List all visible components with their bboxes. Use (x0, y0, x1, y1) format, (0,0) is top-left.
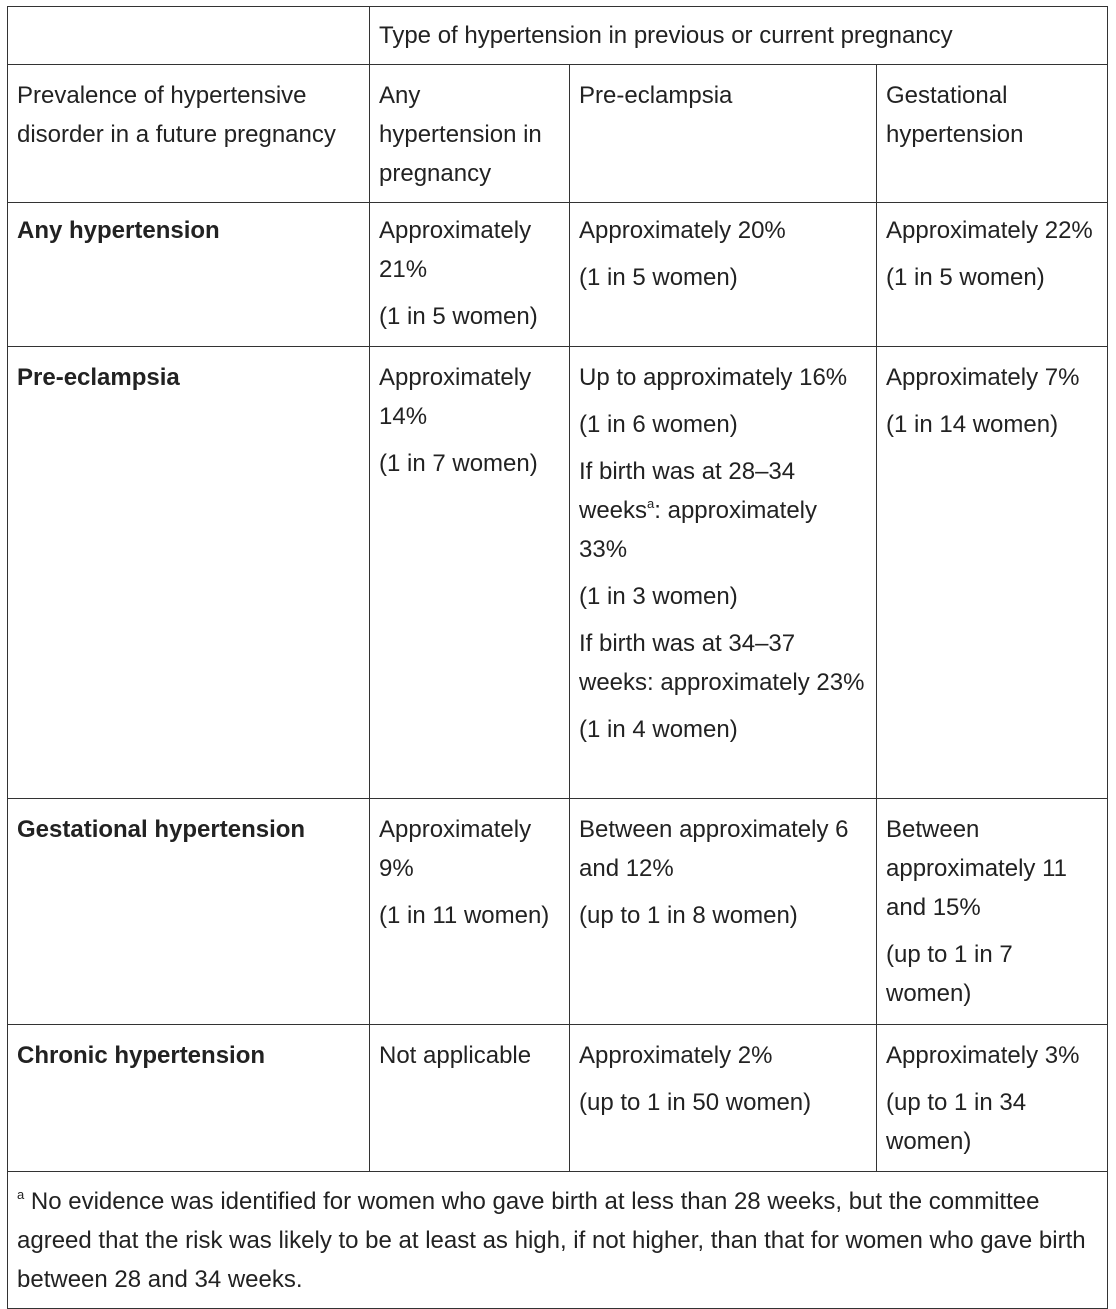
cell-ratio: (up to 1 in 7 women) (886, 941, 1013, 1007)
footnote-row: a No evidence was identified for women w… (6, 1171, 1109, 1309)
cell-ratio: (1 in 6 women) (579, 411, 738, 438)
table-row: Any hypertension Approximately 21% (1 in… (7, 202, 1109, 347)
cell-ratio: (up to 1 in 34 women) (886, 1089, 1027, 1155)
cell-ratio: (1 in 14 women) (886, 411, 1059, 438)
cell-birth-28-34: If birth was at 28–34 weeksa: approximat… (579, 452, 867, 569)
table-cell: Approximately 20% (1 in 5 women) (569, 202, 877, 347)
row-label-chronic-hypertension: Chronic hypertension (7, 1024, 370, 1172)
table-cell: Approximately 7% (1 in 14 women) (875, 346, 1109, 799)
cell-value: Not applicable (379, 1042, 532, 1069)
empty-corner-cell (7, 6, 370, 65)
cell-ratio: (1 in 5 women) (886, 264, 1045, 291)
column-header-row: Prevalence of hypertensive disorder in a… (7, 64, 1109, 203)
cell-value: Approximately 2% (579, 1042, 773, 1069)
footnote-ref: a (647, 496, 655, 511)
column-header-pre-eclampsia: Pre-eclampsia (569, 64, 877, 203)
table-cell: Between approximately 6 and 12% (up to 1… (569, 798, 877, 1025)
cell-ratio: (1 in 3 women) (579, 583, 738, 610)
cell-ratio: (1 in 5 women) (579, 264, 738, 291)
cell-value: Up to approximately 16% (579, 364, 848, 391)
table-cell: Approximately 3% (up to 1 in 34 women) (875, 1024, 1109, 1172)
cell-ratio: (1 in 4 women) (579, 716, 738, 743)
row-label-any-hypertension: Any hypertension (7, 202, 370, 347)
cell-value: Approximately 3% (886, 1042, 1080, 1069)
cell-value: Approximately 21% (379, 217, 532, 283)
row-header-cell: Prevalence of hypertensive disorder in a… (7, 64, 370, 203)
table-row: Chronic hypertension Not applicable Appr… (7, 1024, 1109, 1172)
cell-ratio: (1 in 11 women) (379, 902, 550, 929)
cell-value: Approximately 22% (886, 217, 1093, 244)
column-header-any-hypertension: Any hypertension in pregnancy (369, 64, 570, 203)
birth-28-34-text: If birth was at 28–34 weeks (579, 458, 796, 524)
table-row: Pre-eclampsia Approximately 14% (1 in 7 … (7, 346, 1109, 799)
cell-value: Between approximately 11 and 15% (886, 816, 1067, 921)
cell-ratio: (1 in 7 women) (379, 450, 538, 477)
column-header-gestational-hypertension: Gestational hypertension (875, 64, 1109, 203)
cell-value: Approximately 14% (379, 364, 532, 430)
footnote-cell: a No evidence was identified for women w… (6, 1171, 1109, 1309)
table-cell: Approximately 9% (1 in 11 women) (369, 798, 570, 1025)
footnote-text: No evidence was identified for women who… (17, 1188, 1086, 1293)
table-cell: Approximately 22% (1 in 5 women) (875, 202, 1109, 347)
table-cell: Not applicable (369, 1024, 570, 1172)
header-group-row: Type of hypertension in previous or curr… (7, 6, 1109, 65)
table-cell: Approximately 14% (1 in 7 women) (369, 346, 570, 799)
table-row: Gestational hypertension Approximately 9… (7, 798, 1109, 1025)
footnote-marker: a (17, 1187, 25, 1202)
cell-value: Approximately 9% (379, 816, 532, 882)
prevalence-table: Type of hypertension in previous or curr… (6, 6, 1109, 1309)
row-label-gestational-hypertension: Gestational hypertension (7, 798, 370, 1025)
footnote: a No evidence was identified for women w… (17, 1188, 1086, 1293)
cell-ratio: (up to 1 in 50 women) (579, 1089, 812, 1116)
header-group-cell: Type of hypertension in previous or curr… (368, 6, 1109, 65)
cell-value: Approximately 7% (886, 364, 1080, 391)
row-label-pre-eclampsia: Pre-eclampsia (7, 346, 370, 799)
table-cell: Between approximately 11 and 15% (up to … (875, 798, 1109, 1025)
table-cell: Up to approximately 16% (1 in 6 women) I… (569, 346, 877, 799)
table-cell: Approximately 2% (up to 1 in 50 women) (569, 1024, 877, 1172)
cell-birth-34-37: If birth was at 34–37 weeks: approximate… (579, 630, 865, 696)
cell-ratio: (up to 1 in 8 women) (579, 902, 798, 929)
birth-28-34-value: : approximately 33% (579, 497, 818, 563)
cell-value: Approximately 20% (579, 217, 786, 244)
cell-ratio: (1 in 5 women) (379, 303, 538, 330)
table-cell: Approximately 21% (1 in 5 women) (369, 202, 570, 347)
cell-value: Between approximately 6 and 12% (579, 816, 849, 882)
